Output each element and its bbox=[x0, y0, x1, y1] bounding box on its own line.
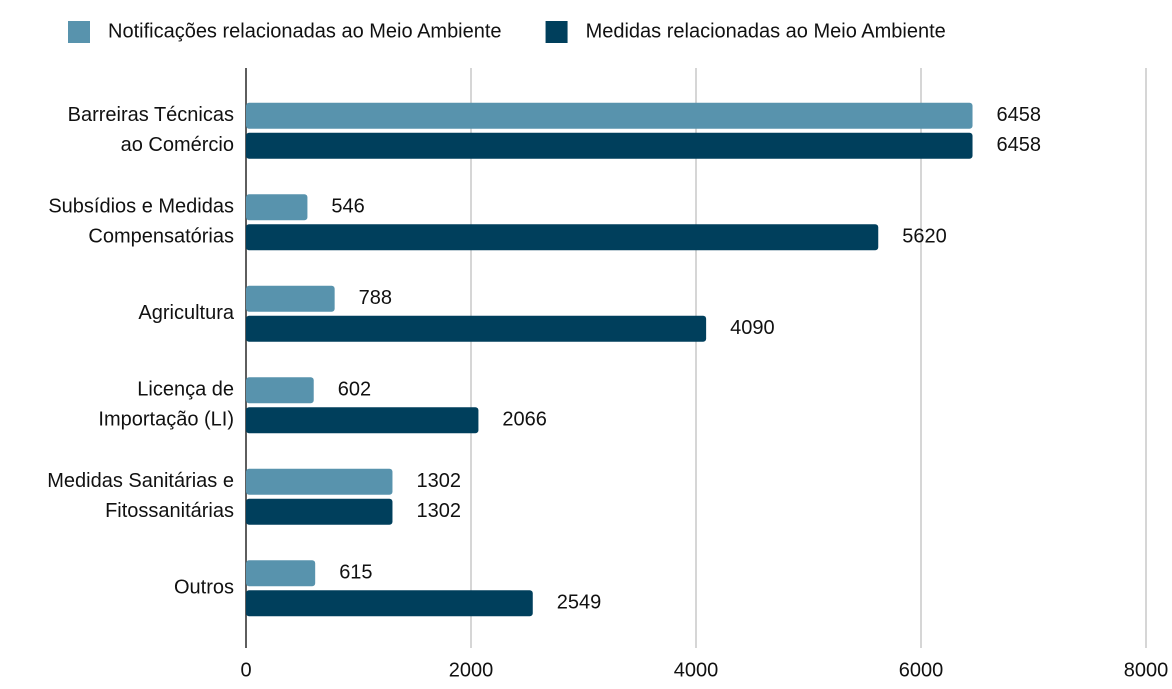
bar bbox=[246, 560, 316, 587]
data-label: 602 bbox=[338, 379, 371, 401]
data-label: 615 bbox=[339, 562, 372, 584]
y-tick-label: Subsídios e Medidas bbox=[48, 196, 234, 218]
legend-swatch bbox=[68, 21, 90, 43]
y-tick-label: Fitossanitárias bbox=[105, 500, 234, 522]
bar bbox=[246, 377, 314, 404]
y-tick-label: Compensatórias bbox=[88, 226, 234, 248]
bar bbox=[246, 132, 973, 159]
data-label: 2549 bbox=[557, 592, 602, 614]
bar bbox=[246, 102, 973, 129]
data-label: 6458 bbox=[997, 134, 1042, 156]
data-label: 6458 bbox=[997, 104, 1042, 126]
bar bbox=[246, 468, 393, 495]
data-label: 788 bbox=[359, 287, 392, 309]
bar bbox=[246, 285, 335, 312]
data-label: 1302 bbox=[416, 470, 461, 492]
y-tick-label: Barreiras Técnicas bbox=[68, 104, 234, 126]
y-tick-label: Agricultura bbox=[138, 302, 234, 324]
x-tick-label: 4000 bbox=[674, 659, 719, 681]
bar bbox=[246, 590, 533, 617]
y-tick-label: Outros bbox=[174, 577, 234, 599]
data-label: 1302 bbox=[416, 500, 461, 522]
x-tick-label: 6000 bbox=[899, 659, 944, 681]
x-tick-label: 0 bbox=[240, 659, 251, 681]
x-tick-label: 8000 bbox=[1124, 659, 1169, 681]
data-label: 5620 bbox=[902, 226, 947, 248]
data-label: 2066 bbox=[502, 409, 547, 431]
bar bbox=[246, 498, 393, 525]
bar bbox=[246, 407, 479, 434]
x-tick-label: 2000 bbox=[449, 659, 494, 681]
bar bbox=[246, 224, 879, 251]
y-tick-label: Medidas Sanitárias e bbox=[47, 470, 234, 492]
data-label: 546 bbox=[331, 196, 364, 218]
y-tick-label: Importação (LI) bbox=[98, 409, 234, 431]
bar bbox=[246, 194, 308, 221]
bar bbox=[246, 315, 707, 342]
y-tick-label: Licença de bbox=[137, 379, 234, 401]
y-tick-label: ao Comércio bbox=[121, 134, 234, 156]
data-label: 4090 bbox=[730, 317, 775, 339]
legend-label: Notificações relacionadas ao Meio Ambien… bbox=[108, 20, 502, 42]
legend-label: Medidas relacionadas ao Meio Ambiente bbox=[586, 20, 946, 42]
legend-swatch bbox=[545, 21, 568, 43]
